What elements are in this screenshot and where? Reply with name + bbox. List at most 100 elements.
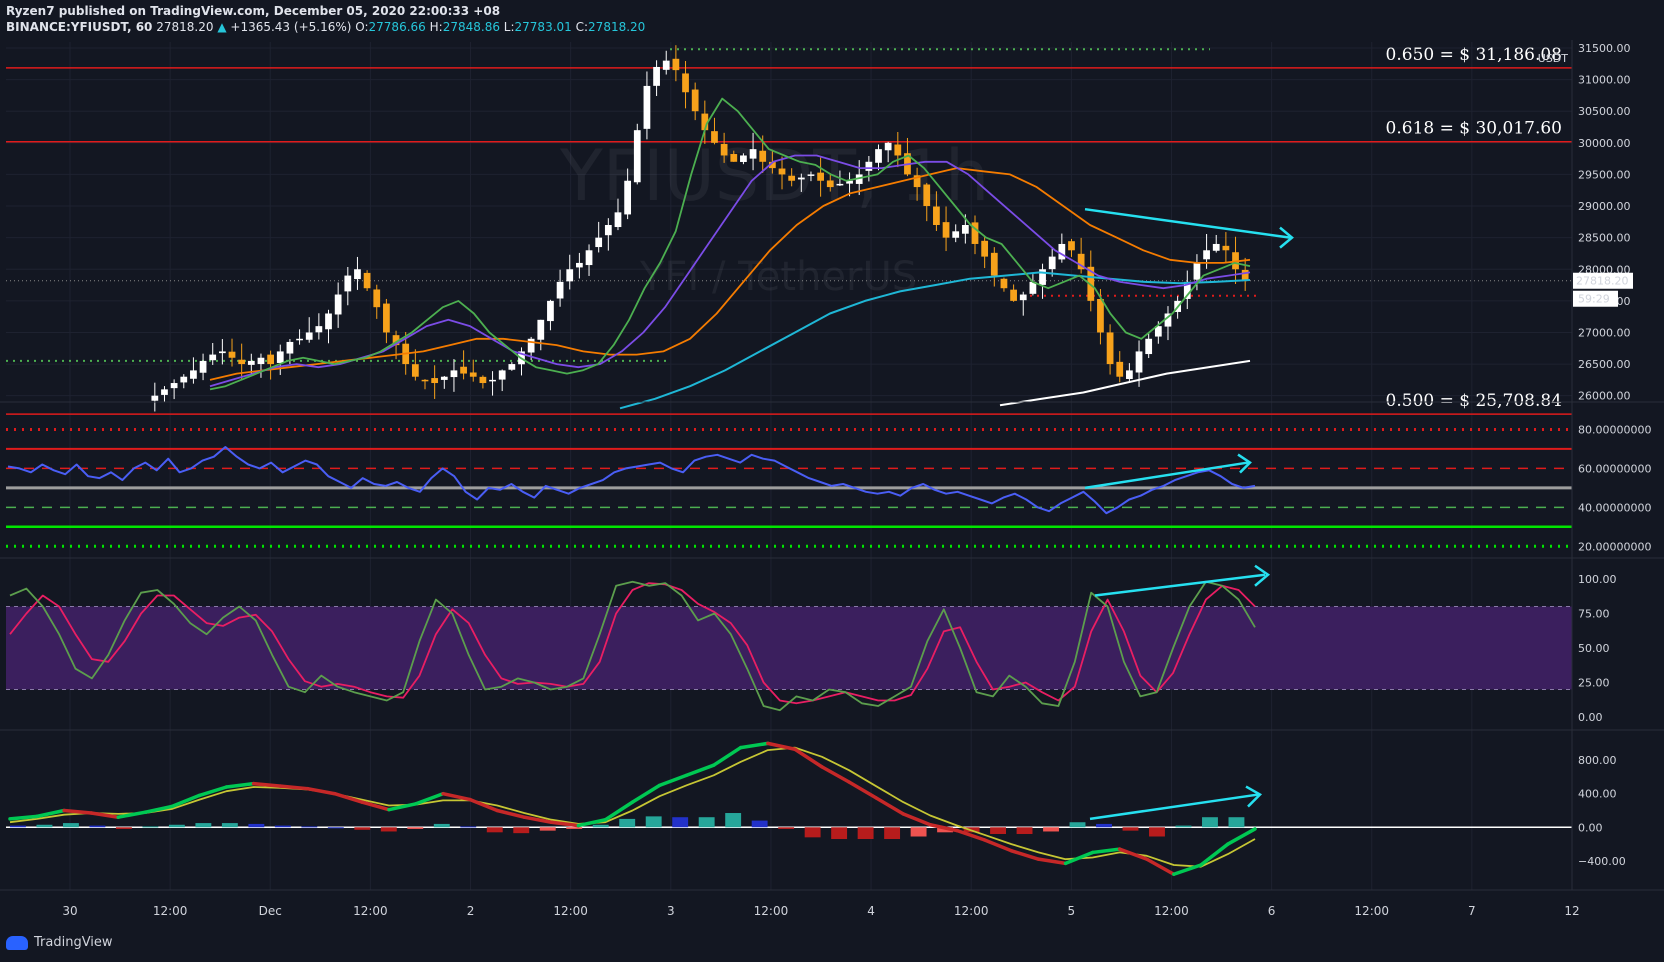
candle-body (740, 155, 747, 162)
price-tick-label: 26500.00 (1578, 358, 1631, 371)
macd-histogram-bar (539, 827, 556, 831)
price-tick-label: 29500.00 (1578, 168, 1631, 181)
candle-body (556, 281, 564, 299)
close-label: C: (575, 20, 589, 34)
macd-histogram-bar (910, 827, 927, 837)
macd-line-segment (305, 786, 337, 796)
macd-line-segment (1199, 842, 1230, 867)
candle-body (788, 175, 796, 181)
candle-body (875, 149, 882, 163)
candle-body (711, 131, 718, 143)
stoch-tick-label: 50.00 (1578, 642, 1610, 655)
macd-histogram-bar (566, 827, 583, 829)
candle-body (1116, 361, 1124, 377)
macd-histogram-bar (195, 823, 212, 828)
candle-body (508, 364, 516, 370)
currency-label: USDT (1538, 52, 1569, 65)
candle-body (267, 354, 274, 365)
candle-body (730, 154, 738, 162)
candle-body (846, 180, 853, 184)
candle-body (1154, 326, 1162, 337)
macd-tick-label: −400.00 (1578, 855, 1626, 868)
high-value: 27848.86 (442, 20, 500, 34)
candle-body (228, 351, 236, 358)
candle-body (411, 364, 419, 377)
macd-histogram-bar (248, 823, 265, 828)
x-tick-label: 30 (62, 904, 77, 918)
macd-line-segment (143, 804, 175, 814)
macd-histogram-bar (1016, 827, 1033, 834)
macd-histogram-bar (301, 826, 318, 828)
candle-body (585, 250, 593, 266)
candle-body (431, 378, 439, 384)
candle-body (778, 168, 786, 175)
macd-line-segment (414, 791, 445, 806)
candle-body (1058, 243, 1066, 260)
change-arrow-icon: ▲ (217, 20, 227, 34)
candle-body (170, 383, 178, 389)
candle-body (537, 319, 545, 340)
macd-line-segment (684, 763, 716, 778)
footer: TradingView (6, 935, 113, 950)
stoch-tick-label: 0.00 (1578, 711, 1603, 724)
ema-white-line (999, 359, 1251, 407)
open-label: O: (355, 20, 369, 34)
macd-histogram-bar (380, 827, 397, 832)
candle-body (894, 144, 902, 156)
countdown-tag (1573, 290, 1618, 307)
rsi-line (7, 446, 1256, 515)
candle-body (682, 73, 689, 93)
candle-body (662, 60, 670, 70)
price-change: +1365.43 (+5.16%) (230, 20, 352, 34)
macd-line-segment (387, 802, 418, 812)
macd-line-segment (1009, 849, 1041, 861)
macd-line-segment (62, 808, 93, 815)
macd-histogram-bar (327, 827, 344, 829)
close-value: 27818.20 (588, 20, 646, 34)
macd-signal-line (9, 746, 1256, 868)
candle-body (354, 269, 361, 280)
macd-histogram-bar (1096, 823, 1112, 828)
candle-body (913, 175, 921, 188)
macd-histogram-bar (1122, 827, 1139, 831)
macd-line-segment (901, 812, 932, 827)
x-tick-label: 7 (1468, 904, 1476, 918)
x-tick-label: 12:00 (954, 904, 989, 918)
candle-body (257, 357, 265, 365)
macd-line-segment (278, 784, 310, 791)
x-tick-label: 12:00 (353, 904, 388, 918)
candle-body (990, 252, 998, 276)
macd-line-segment (1117, 847, 1149, 861)
candle-body (1000, 278, 1008, 289)
x-tick-label: 3 (667, 904, 675, 918)
candle-body (325, 313, 332, 330)
x-tick-label: Dec (259, 904, 282, 918)
candle-body (1019, 294, 1027, 301)
macd-arrow-head-icon (1245, 785, 1263, 808)
candle-body (884, 142, 892, 151)
macd-line-segment (1144, 857, 1176, 877)
candle-body (826, 180, 834, 188)
ema-cyan-line (619, 271, 1251, 410)
candle-body (923, 184, 931, 207)
macd-histogram-bar (407, 827, 424, 829)
macd-line-segment (955, 828, 987, 842)
candle-body (489, 379, 496, 382)
candle-body (1135, 351, 1143, 373)
candle-body (238, 359, 246, 365)
macd-histogram-bar (884, 827, 901, 840)
candle-body (276, 351, 284, 363)
macd-histogram-bar (592, 824, 609, 828)
macd-line-segment (197, 785, 229, 798)
macd-line-segment (711, 745, 743, 767)
macd-line-segment (928, 823, 960, 833)
macd-histogram-bar (831, 827, 848, 840)
x-tick-label: 2 (467, 904, 475, 918)
macd-histogram-bar (1043, 827, 1059, 832)
candle-body (1183, 281, 1191, 299)
candle-body (1193, 262, 1201, 280)
macd-histogram-bar (513, 827, 530, 834)
macd-line-segment (549, 820, 581, 828)
candle-body (1145, 338, 1153, 355)
